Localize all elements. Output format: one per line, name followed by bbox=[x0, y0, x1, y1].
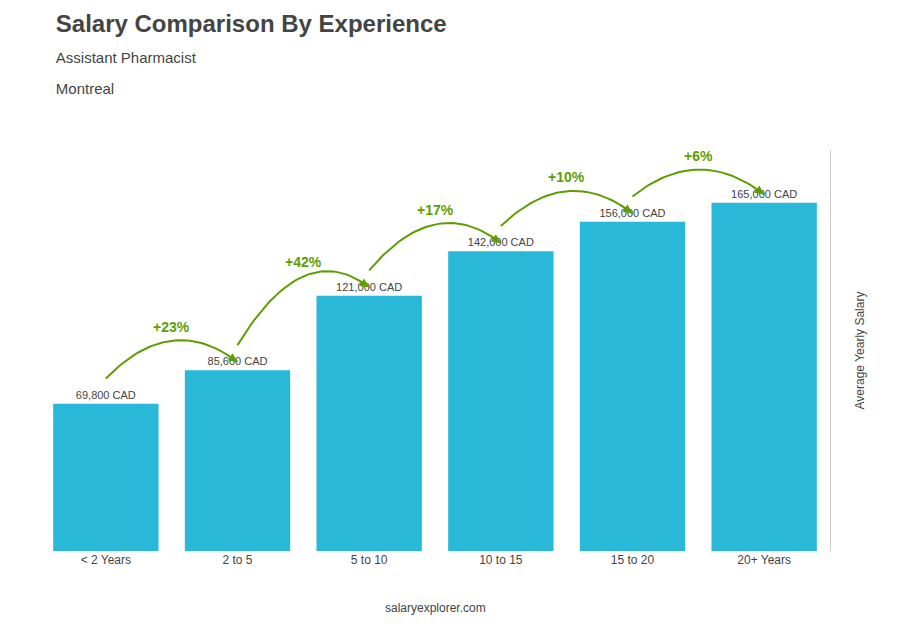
svg-text:Salary Comparison By Experienc: Salary Comparison By ExperienceAssistant… bbox=[56, 10, 447, 97]
svg-text:+23%: +23% bbox=[153, 319, 190, 335]
svg-text:salaryexplorer.com: salaryexplorer.com bbox=[385, 601, 486, 615]
svg-text:+17%: +17% bbox=[417, 202, 454, 218]
svg-text:20+ Years: 20+ Years bbox=[737, 553, 791, 567]
svg-text:Average Yearly Salary: Average Yearly Salary bbox=[853, 292, 867, 410]
svg-text:5 to 10: 5 to 10 bbox=[351, 553, 388, 567]
svg-text:69,800 CAD: 69,800 CAD bbox=[76, 389, 136, 401]
svg-text:121,000 CAD: 121,000 CAD bbox=[336, 281, 402, 293]
svg-text:165,000 CAD: 165,000 CAD bbox=[731, 188, 797, 200]
svg-text:15 to 20: 15 to 20 bbox=[611, 553, 655, 567]
svg-text:+10%: +10% bbox=[548, 169, 585, 185]
svg-text:142,000 CAD: 142,000 CAD bbox=[468, 236, 534, 248]
svg-text:156,000 CAD: 156,000 CAD bbox=[599, 207, 665, 219]
svg-text:+42%: +42% bbox=[285, 254, 322, 270]
svg-text:10 to 15: 10 to 15 bbox=[479, 553, 523, 567]
svg-text:85,600 CAD: 85,600 CAD bbox=[208, 355, 268, 367]
svg-text:+6%: +6% bbox=[684, 148, 713, 164]
svg-text:< 2 Years: < 2 Years bbox=[81, 553, 131, 567]
svg-text:2 to 5: 2 to 5 bbox=[222, 553, 252, 567]
